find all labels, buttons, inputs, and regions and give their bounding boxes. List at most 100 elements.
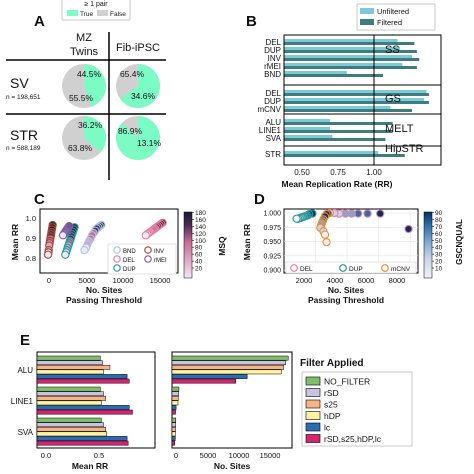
panel-label-e: E <box>20 332 30 349</box>
c-cbar-tick: 160 <box>195 217 206 224</box>
e-right-xlabel: No. Sites <box>214 461 251 471</box>
e-right-tick: 15000 <box>260 451 281 460</box>
pie-slice-true <box>84 116 107 153</box>
panel-c-points <box>43 218 167 259</box>
e-left-tick: 0.0 <box>41 451 51 460</box>
d-xlabel-2: Passing Threshold <box>308 295 384 305</box>
d-cbar-tick: 30 <box>435 252 443 259</box>
b-category-label: ALU <box>265 118 281 127</box>
panel-label-b: B <box>246 13 257 30</box>
e-bar-meanrr <box>36 417 102 423</box>
e-legend-item: rSD <box>324 388 339 398</box>
c-cbar-tick: 100 <box>195 238 206 245</box>
panel-label-c: C <box>34 191 45 208</box>
pie-label: 86.9% <box>118 126 143 136</box>
panel-b: Unfiltered Filtered SS GS MELT HipSTR DE… <box>257 3 442 189</box>
c-xtick: 10000 <box>113 276 134 285</box>
bar-unfiltered <box>284 39 398 42</box>
e-bar-meanrr <box>36 436 128 441</box>
e-legend-item: lc <box>324 423 331 433</box>
panel-d-points <box>292 208 413 247</box>
legend-true: True <box>80 11 94 18</box>
d-legend-dup: DUP <box>349 266 363 273</box>
panel-b-legend: Unfiltered Filtered <box>356 3 436 31</box>
bar-filtered <box>284 122 393 125</box>
e-legend-item: rSD,s25,hDP,lc <box>324 434 382 444</box>
bar-unfiltered <box>284 55 413 58</box>
e-legend-swatch <box>305 376 321 386</box>
e-bar-meanrr <box>36 378 130 384</box>
bar-filtered <box>284 138 386 141</box>
panel-a: ≥ 1 pair True False MZ Twins Fib-iPSC SV… <box>6 0 166 180</box>
e-bar-nsites <box>171 431 176 437</box>
pie-label: 34.6% <box>131 91 156 101</box>
row-str-n: n = 588,189 <box>6 145 41 152</box>
e-bar-nsites <box>171 355 289 361</box>
bar-unfiltered <box>284 119 330 122</box>
panel-b-xlabel: Mean Replication Rate (RR) <box>282 179 393 189</box>
e-row-line1: LINE1 <box>11 397 34 406</box>
legend-filtered: Filtered <box>377 18 402 27</box>
d-yticks: 0.900 0.925 0.950 0.975 1.000 <box>263 211 281 275</box>
b-category-label: STR <box>265 150 281 159</box>
bar-unfiltered <box>284 63 403 66</box>
bar-unfiltered <box>284 47 400 50</box>
d-point-dup <box>292 214 301 223</box>
d-colorbar <box>423 211 433 279</box>
legend-swatch-true <box>67 10 78 16</box>
d-xtick: 2000 <box>296 276 313 285</box>
b-category-label: DEL <box>265 89 281 98</box>
legend-swatch-filtered <box>360 19 374 25</box>
e-legend-swatch <box>305 434 321 443</box>
c-legend-bnd: BND <box>123 249 136 255</box>
bar-unfiltered <box>284 127 330 130</box>
e-bar-nsites <box>171 360 286 366</box>
panel-e: ALU LINE1 SVA 0.0 0.5 Mean RR 0 5000 100… <box>11 351 413 471</box>
c-ytick: 1.0 <box>26 214 36 223</box>
group-ss: SS <box>385 44 400 56</box>
row-sv-n: n = 198,651 <box>6 94 41 101</box>
e-left-xlabel: Mean RR <box>72 461 108 471</box>
e-right-tick: 10000 <box>229 451 250 460</box>
bar-filtered <box>284 154 405 157</box>
e-bar-nsites <box>171 400 179 406</box>
group-gs: GS <box>385 93 401 105</box>
d-cbar-tick: 60 <box>435 231 443 238</box>
d-cbar-tick: 10 <box>435 266 443 273</box>
b-tick: 0.75 <box>330 168 346 177</box>
d-xtick: 6000 <box>358 276 375 285</box>
e-bar-meanrr <box>36 400 102 406</box>
pie-label: 55.5% <box>69 93 94 103</box>
col-mz-line2: Twins <box>70 46 99 58</box>
bar-unfiltered <box>284 106 391 109</box>
c-colorbar <box>183 211 193 279</box>
b-category-label: SVA <box>266 134 282 143</box>
panel-b-frame <box>283 34 442 166</box>
group-hipstr: HipSTR <box>385 143 424 155</box>
legend-swatch-false <box>97 10 108 16</box>
d-cbar-tick: 80 <box>435 217 443 224</box>
b-tick: 1.00 <box>366 168 382 177</box>
d-point-mcnv <box>320 230 330 239</box>
d-cbar-label: GSCNQUAL <box>455 219 464 265</box>
e-bar-nsites <box>171 369 282 375</box>
e-row-sva: SVA <box>18 428 34 437</box>
d-xtick: 8000 <box>389 276 406 285</box>
b-category-label: mCNV <box>257 105 281 114</box>
d-ytick: 0.950 <box>263 239 281 246</box>
panel-c-legend: BND INV DEL rMEI DUP <box>107 243 177 275</box>
e-bar-meanrr <box>36 405 130 410</box>
pie-slice-true <box>119 64 160 109</box>
e-bar-nsites <box>171 440 175 446</box>
col-fib: Fib-iPSC <box>116 42 160 54</box>
panel-c: BND INV DEL rMEI DUP 1.0 0.9 0.8 0 5000 … <box>10 208 227 305</box>
e-legend-item: hDP <box>324 411 341 421</box>
d-legend-del: DEL <box>300 266 313 273</box>
bar-unfiltered <box>284 151 379 154</box>
c-xlabel-1: No. Sites <box>86 285 123 295</box>
d-cbar-tick: 90 <box>435 210 443 217</box>
c-point-bnd <box>80 245 89 255</box>
c-cbar-tick: 120 <box>195 231 206 238</box>
